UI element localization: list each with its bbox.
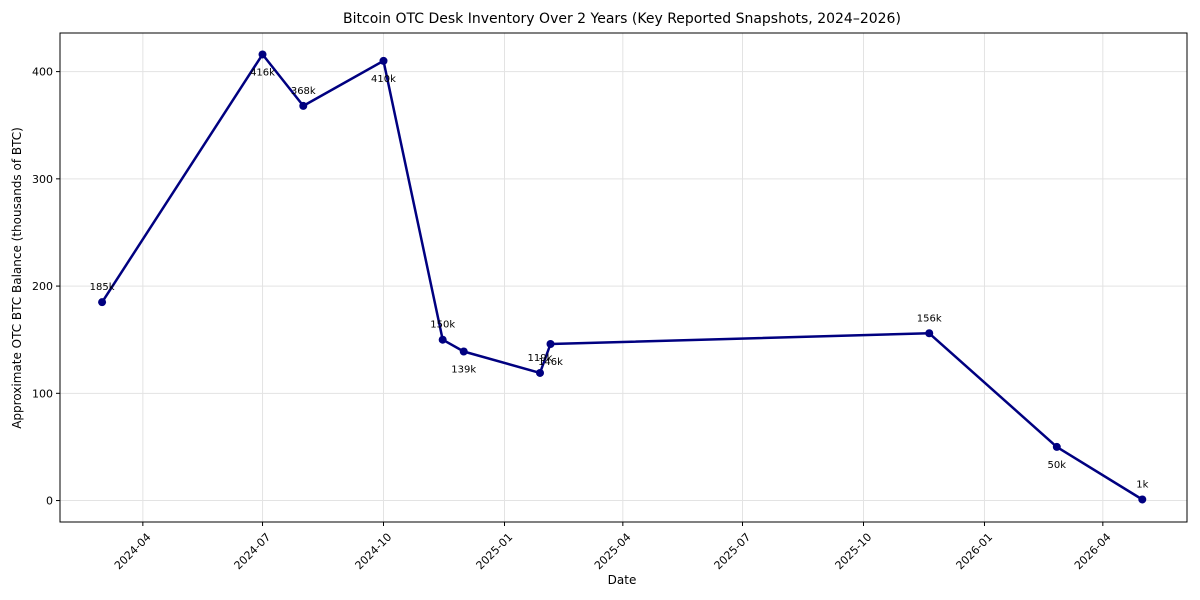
x-tick-label: 2024-07 xyxy=(232,531,274,573)
x-tick-label: 2026-01 xyxy=(954,531,996,573)
y-tick-label: 100 xyxy=(32,387,53,400)
series-layer xyxy=(98,50,1147,504)
data-label: 410k xyxy=(371,74,396,85)
data-point xyxy=(1052,442,1061,451)
data-label: 150k xyxy=(430,320,455,331)
data-label: 185k xyxy=(90,282,115,293)
x-tick-label: 2025-07 xyxy=(712,531,754,573)
y-tick-label: 0 xyxy=(46,495,53,508)
data-point xyxy=(546,339,555,348)
y-axis-label: Approximate OTC BTC Balance (thousands o… xyxy=(10,127,24,429)
grid-layer xyxy=(60,33,1187,522)
plot-frame xyxy=(59,32,1188,523)
data-point xyxy=(535,368,544,377)
x-tick-label: 2025-10 xyxy=(833,531,875,573)
data-point xyxy=(438,335,447,344)
chart-title: Bitcoin OTC Desk Inventory Over 2 Years … xyxy=(343,11,901,27)
data-label: 146k xyxy=(538,357,563,368)
data-point xyxy=(925,329,934,338)
x-tick-label: 2025-04 xyxy=(592,531,634,573)
data-point xyxy=(258,50,267,59)
x-tick-label: 2026-04 xyxy=(1072,531,1114,573)
data-point xyxy=(379,56,388,65)
data-label: 156k xyxy=(917,313,942,324)
series-line xyxy=(101,53,1143,501)
y-tick-label: 200 xyxy=(32,280,53,293)
data-point xyxy=(299,101,308,110)
x-tick-label: 2024-04 xyxy=(112,531,154,573)
x-axis-label: Date xyxy=(608,573,637,587)
ticks-layer: 2024-04 2024-07 2024-10 2025-01 2025-04 2025-… xyxy=(32,66,1114,573)
x-tick-label: 2024-10 xyxy=(353,531,395,573)
data-point xyxy=(459,347,468,356)
y-tick-label: 300 xyxy=(32,173,53,186)
data-label: 50k xyxy=(1048,460,1067,471)
data-point xyxy=(98,298,107,307)
data-label: 119k xyxy=(528,353,553,364)
x-tick-label: 2025-01 xyxy=(474,531,516,573)
data-label: 139k xyxy=(451,364,476,375)
data-label: 368k xyxy=(291,86,316,97)
data-point xyxy=(1138,495,1147,504)
data-label: 416k xyxy=(250,67,275,78)
y-tick-label: 400 xyxy=(32,66,53,79)
data-label: 1k xyxy=(1136,479,1148,490)
